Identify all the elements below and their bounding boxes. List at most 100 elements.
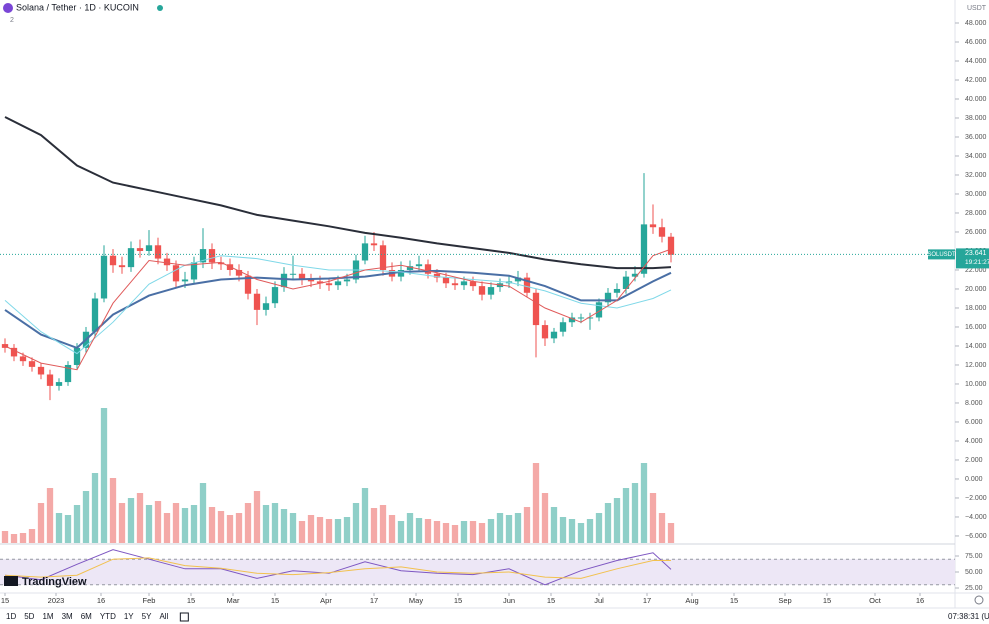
indicator-line [4, 116, 672, 270]
volume-bar [1, 531, 9, 543]
candle-body [361, 243, 369, 261]
volume-bar [316, 517, 324, 543]
y-tick-label: 18.000 [965, 305, 987, 312]
y-tick-label: −6.000 [965, 533, 987, 540]
candle-body [163, 258, 171, 266]
candle-body [28, 361, 36, 367]
volume-bar [154, 501, 162, 543]
candle-body [1, 344, 9, 348]
candle-body [37, 366, 45, 375]
range-button[interactable]: 1Y [124, 612, 134, 621]
y-tick-label: 42.000 [965, 77, 987, 84]
volume-bar [388, 515, 396, 543]
range-button[interactable]: 1D [6, 612, 16, 621]
y-tick-label: 22.000 [965, 267, 987, 274]
volume-bar [361, 488, 369, 543]
y-tick-label: 75.00 [965, 553, 983, 560]
y-tick-label: 12.000 [965, 362, 987, 369]
volume-bar [532, 463, 540, 543]
candle-body [316, 281, 324, 284]
range-button[interactable]: 3M [62, 612, 73, 621]
volume-bar [190, 505, 198, 543]
x-tick-label: 16 [916, 596, 924, 605]
candle-body [640, 224, 648, 274]
indicator-count[interactable]: 2 [10, 17, 14, 24]
candle-body [343, 279, 351, 282]
candle-body [298, 273, 306, 280]
candle-body [541, 325, 549, 339]
clock: 07:38:31 (UTC) [948, 612, 989, 621]
x-tick-label: Jun [503, 596, 515, 605]
range-button[interactable]: All [159, 612, 168, 621]
candle-body [415, 264, 423, 267]
volume-bar [127, 498, 135, 543]
symbol-tag: SOLUSDT [927, 252, 956, 258]
volume-bar [271, 503, 279, 543]
candle-body [442, 277, 450, 284]
y-tick-label: 44.000 [965, 58, 987, 65]
volume-bar [541, 493, 549, 543]
candle-body [145, 245, 153, 251]
calendar-icon[interactable] [179, 612, 189, 622]
y-tick-label: 36.000 [965, 134, 987, 141]
volume-bar [505, 515, 513, 543]
candle-body [55, 382, 63, 386]
volume-bar [649, 493, 657, 543]
candle-body [10, 347, 18, 357]
countdown: 19:21:27 [965, 259, 989, 266]
y-tick-label: 4.000 [965, 438, 983, 445]
candle-body [154, 245, 162, 259]
x-tick-label: 15 [454, 596, 462, 605]
volume-bar [325, 519, 333, 543]
logo[interactable]: TradingView [22, 576, 87, 588]
candle-body [559, 322, 567, 332]
volume-bar [64, 515, 72, 543]
volume-bar [577, 523, 585, 543]
candle-body [577, 317, 585, 319]
volume-bar [343, 517, 351, 543]
volume-bar [208, 507, 216, 543]
candle-body [613, 288, 621, 293]
candle-body [208, 249, 216, 263]
volume-bar [73, 505, 81, 543]
symbol-tag-bg [928, 249, 955, 260]
candle-body [604, 292, 612, 303]
x-tick-label: 15 [730, 596, 738, 605]
range-button[interactable]: YTD [100, 612, 116, 621]
indicator-line [4, 549, 672, 586]
candle-body [253, 293, 261, 310]
range-button[interactable]: 1M [42, 612, 53, 621]
volume-bar [604, 503, 612, 543]
range-button[interactable]: 5Y [142, 612, 152, 621]
candle-body [109, 255, 117, 266]
volume-bar [352, 503, 360, 543]
volume-bar [442, 523, 450, 543]
candle-body [172, 265, 180, 282]
volume-bar [136, 493, 144, 543]
candle-body [199, 249, 207, 263]
volume-bar [487, 519, 495, 543]
logo-icon [4, 576, 18, 586]
range-button[interactable]: 5D [24, 612, 34, 621]
volume-bar [397, 521, 405, 543]
volume-bar [622, 488, 630, 543]
volume-bar [280, 509, 288, 543]
volume-bar [109, 478, 117, 543]
x-tick-label: 15 [547, 596, 555, 605]
rsi-band [0, 559, 955, 585]
range-button[interactable]: 6M [81, 612, 92, 621]
candle-body [424, 264, 432, 274]
x-tick-label: 2023 [48, 596, 65, 605]
volume-bar [298, 521, 306, 543]
currency: USDT [967, 5, 987, 12]
candle-body [469, 281, 477, 287]
settings-icon[interactable] [974, 595, 984, 605]
volume-bar [55, 513, 63, 543]
volume-bar [253, 491, 261, 543]
candle-body [460, 281, 468, 286]
y-tick-label: 16.000 [965, 324, 987, 331]
candle-body [514, 277, 522, 282]
volume-bar [82, 491, 90, 543]
volume-bar [424, 519, 432, 543]
candle-body [181, 279, 189, 282]
